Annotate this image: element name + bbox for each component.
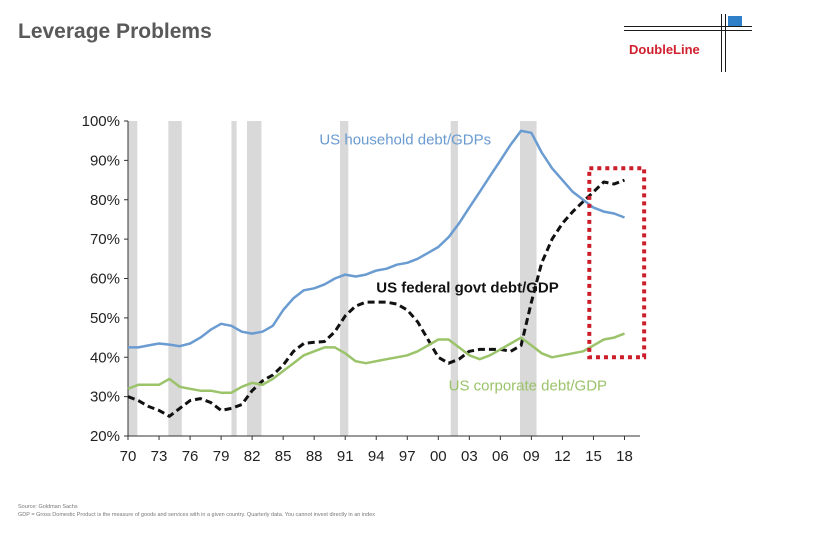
x-tick-label: 85 — [275, 448, 292, 465]
y-tick-label: 40% — [90, 349, 120, 366]
federal-debt-line — [127, 178, 626, 418]
x-tick-label: 12 — [554, 448, 571, 465]
x-tick-label: 79 — [213, 448, 230, 465]
y-tick-label: 20% — [90, 428, 120, 445]
recession-bar — [246, 121, 262, 436]
x-tick-label: 70 — [120, 448, 137, 465]
federal-debt-label: US federal govt debt/GDP — [376, 279, 559, 296]
y-tick-label: 50% — [90, 310, 120, 327]
x-tick-label: 18 — [616, 448, 633, 465]
highlight-box — [587, 166, 647, 360]
x-tick-label: 91 — [337, 448, 354, 465]
household-debt-line — [128, 129, 625, 349]
doubleline-logo: DoubleLine — [624, 14, 754, 74]
corporate-debt-line — [127, 332, 625, 394]
recession-bar — [168, 121, 182, 436]
x-tick-label: 03 — [461, 448, 478, 465]
logo-text: DoubleLine — [629, 42, 700, 57]
x-tick-label: 82 — [244, 448, 261, 465]
y-tick-label: 30% — [90, 389, 120, 406]
x-tick-label: 97 — [399, 448, 416, 465]
recession-bar — [450, 121, 458, 436]
x-tick-label: 73 — [151, 448, 168, 465]
household-debt-label: US household debt/GDPs — [319, 132, 491, 149]
y-tick-label: 80% — [90, 192, 120, 209]
page-title: Leverage Problems — [18, 20, 212, 43]
gdp-note: GDP = Gross Domestic Product is the meas… — [18, 512, 376, 518]
x-tick-label: 09 — [523, 448, 540, 465]
x-tick-label: 88 — [306, 448, 323, 465]
x-tick-label: 06 — [492, 448, 509, 465]
recession-bar — [340, 121, 349, 436]
x-tick-label: 76 — [182, 448, 199, 465]
x-tick-label: 94 — [368, 448, 385, 465]
corporate-debt-label: US corporate debt/GDP — [449, 378, 607, 395]
y-tick-label: 70% — [90, 231, 120, 248]
source-note: Source: Goldman Sachs — [18, 504, 78, 510]
x-tick-label: 00 — [430, 448, 447, 465]
y-tick-label: 100% — [82, 113, 120, 130]
recession-bar — [128, 121, 138, 436]
recession-bar — [520, 121, 537, 436]
x-tick-label: 15 — [585, 448, 602, 465]
y-tick-label: 60% — [90, 271, 120, 288]
y-tick-label: 90% — [90, 152, 120, 169]
recession-bar — [231, 121, 237, 436]
